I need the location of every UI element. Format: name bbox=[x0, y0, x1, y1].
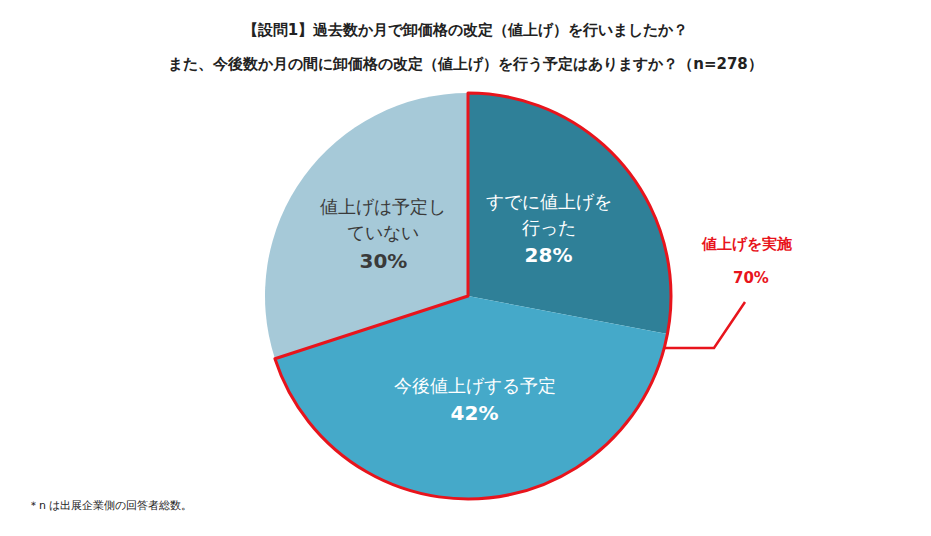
svg-text:70%: 70% bbox=[733, 269, 769, 287]
svg-text:＊n は出展企業側の回答者総数。: ＊n は出展企業側の回答者総数。 bbox=[28, 499, 192, 512]
svg-text:30%: 30% bbox=[360, 249, 408, 273]
svg-text:値上げを実施: 値上げを実施 bbox=[701, 235, 793, 253]
svg-text:【設問1】過去数か月で卸価格の改定（値上げ）を行いましたか？: 【設問1】過去数か月で卸価格の改定（値上げ）を行いましたか？ bbox=[243, 21, 688, 39]
svg-text:ていない: ていない bbox=[347, 222, 419, 243]
svg-text:値上げは予定し: 値上げは予定し bbox=[320, 196, 446, 217]
svg-text:また、今後数か月の間に卸価格の改定（値上げ）を行う予定はあり: また、今後数か月の間に卸価格の改定（値上げ）を行う予定はありますか？（n=278… bbox=[168, 55, 763, 73]
